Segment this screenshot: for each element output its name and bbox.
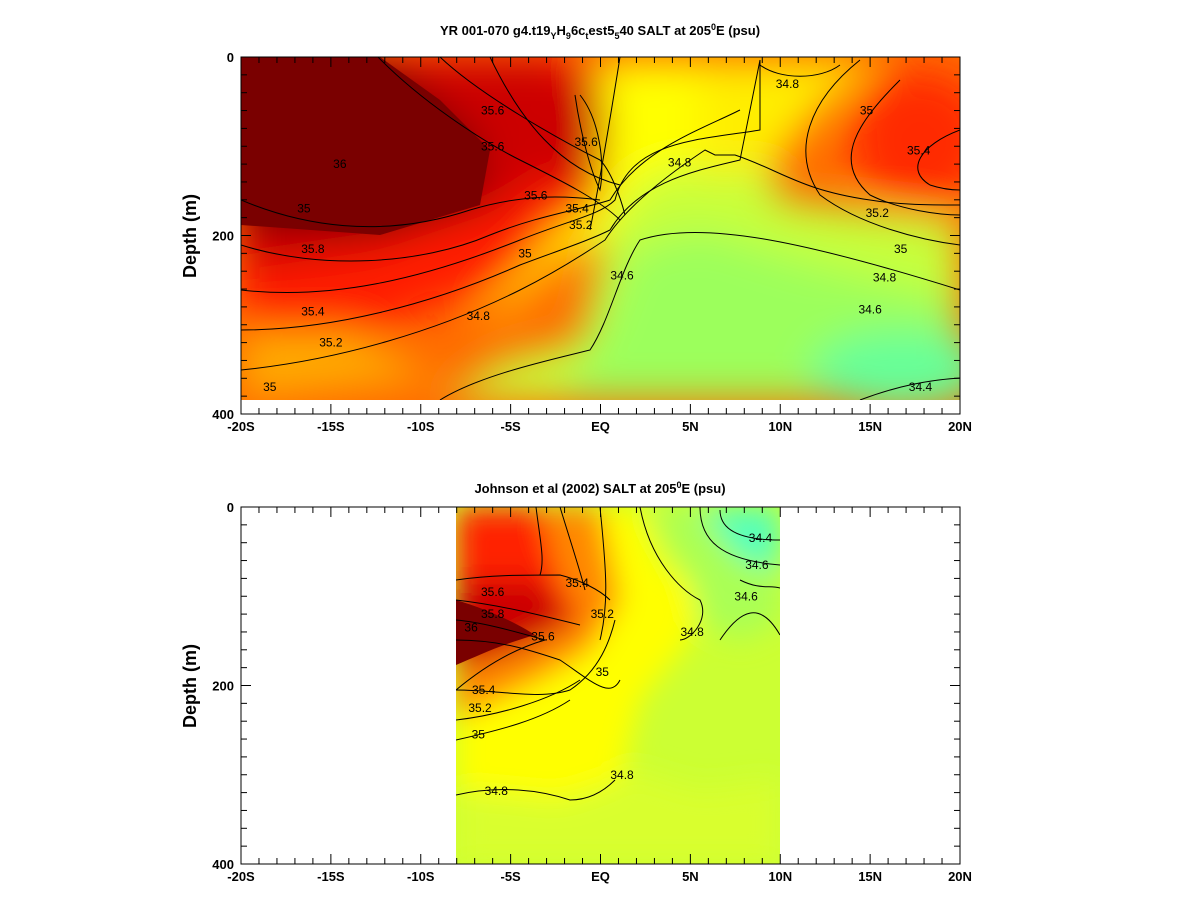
y-axis: 0 200 400 [212, 50, 960, 422]
bottom-panel: Johnson et al (2002) SALT at 2050E (psu)… [180, 480, 972, 884]
contour-label: 35.2 [319, 336, 343, 350]
contour-label: 35 [472, 728, 486, 742]
x-tick-label: 20N [948, 419, 972, 434]
x-tick-label: -20S [227, 869, 255, 884]
contour-label: 35.6 [481, 585, 505, 599]
x-tick-label: 5N [682, 869, 699, 884]
contour-label: 35 [596, 665, 610, 679]
contour-label: 35.4 [907, 144, 931, 158]
contour-label: 34.6 [745, 558, 769, 572]
contour-label: 34.8 [873, 270, 897, 284]
x-tick-label: -15S [317, 419, 345, 434]
contour-label: 34.4 [749, 531, 773, 545]
y-tick-label: 200 [212, 679, 234, 694]
x-tick-label: -10S [407, 869, 435, 884]
contour-labels: 36 35.6 35.6 35.6 35.6 35.4 35.2 35 34.8 34.6 34.8… [263, 77, 932, 394]
contour-label: 34.8 [485, 784, 509, 798]
y-tick-label: 0 [227, 50, 234, 65]
contour-label: 34.8 [668, 155, 692, 169]
x-tick-label: EQ [591, 419, 610, 434]
x-axis: -20S -15S -10S -5S EQ 5N 10N 15N 20N [227, 507, 972, 884]
contour-label: 35.2 [468, 701, 492, 715]
chart-title: Johnson et al (2002) SALT at 2050E (psu) [474, 480, 725, 496]
contour-label: 35.6 [481, 139, 505, 153]
contour-label: 35.4 [301, 304, 325, 318]
contour-label: 35.2 [866, 206, 890, 220]
x-tick-label: 20N [948, 869, 972, 884]
chart-title: YR 001-070 g4.t19YH96ctest5540 SALT at 2… [440, 22, 760, 41]
contour-label: 35 [263, 380, 277, 394]
x-tick-label: 15N [858, 869, 882, 884]
contour-label: 35.6 [531, 629, 555, 643]
y-axis-label: Depth (m) [180, 644, 200, 728]
x-tick-label: -5S [501, 419, 522, 434]
contour-label: 34.6 [858, 303, 882, 317]
contour-label: 35 [297, 202, 311, 216]
contour-label: 36 [464, 620, 478, 634]
heatmap-field [241, 57, 960, 400]
x-tick-label: -5S [501, 869, 522, 884]
contour-lines [241, 57, 960, 400]
contour-label: 35.4 [472, 683, 496, 697]
x-tick-label: -15S [317, 869, 345, 884]
contour-label: 35.6 [481, 104, 505, 118]
x-tick-label: 5N [682, 419, 699, 434]
contour-label: 34.6 [734, 589, 758, 603]
y-tick-label: 0 [227, 500, 234, 515]
heatmap-field [456, 507, 780, 864]
x-tick-label: 10N [768, 869, 792, 884]
contour-label: 35.6 [574, 135, 598, 149]
x-tick-label: -20S [227, 419, 255, 434]
top-panel: YR 001-070 g4.t19YH96ctest5540 SALT at 2… [180, 22, 972, 434]
x-axis: -20S -15S -10S -5S EQ 5N 10N 15N 20N [227, 57, 972, 434]
contour-label: 34.8 [680, 625, 704, 639]
contour-label: 34.4 [909, 380, 933, 394]
contour-label: 34.6 [610, 269, 634, 283]
contour-label: 35.2 [591, 607, 615, 621]
contour-label: 35 [894, 242, 908, 256]
contour-label: 35.2 [569, 218, 593, 232]
contour-label: 34.8 [776, 77, 800, 91]
y-tick-label: 200 [212, 229, 234, 244]
contour-label: 35.6 [524, 188, 548, 202]
y-tick-label: 400 [212, 407, 234, 422]
contour-label: 35.8 [481, 607, 505, 621]
contour-label: 36 [333, 157, 347, 171]
contour-label: 35.8 [301, 242, 325, 256]
y-axis: 0 200 400 [212, 500, 960, 872]
contour-label: 34.8 [610, 768, 634, 782]
x-tick-label: 15N [858, 419, 882, 434]
y-axis-label: Depth (m) [180, 194, 200, 278]
contour-label: 35.4 [565, 576, 589, 590]
contour-label: 34.8 [467, 309, 491, 323]
contour-label: 35.4 [565, 202, 589, 216]
contour-lines [456, 507, 780, 801]
y-tick-label: 400 [212, 857, 234, 872]
contour-labels: 34.4 34.6 34.6 34.8 35.4 35.2 35.6 35.836 35.6 35… [464, 531, 772, 798]
x-tick-label: EQ [591, 869, 610, 884]
contour-label: 35 [860, 104, 874, 118]
x-tick-label: -10S [407, 419, 435, 434]
x-tick-label: 10N [768, 419, 792, 434]
contour-label: 35 [518, 246, 532, 260]
